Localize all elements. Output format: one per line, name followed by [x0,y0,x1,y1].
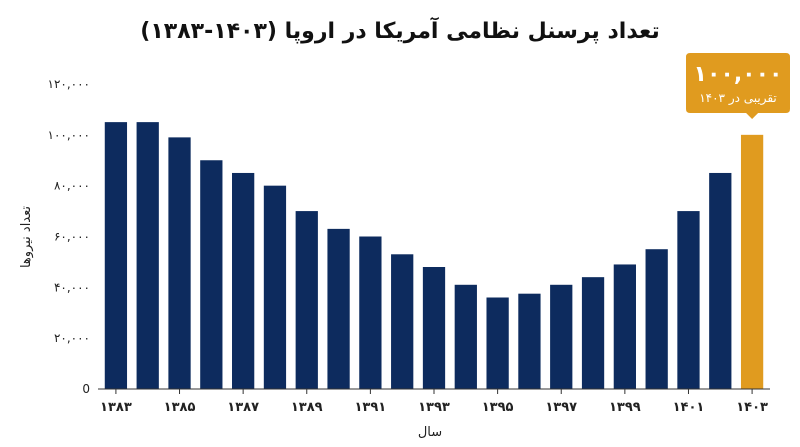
bar [422,267,446,389]
x-tick-label: ۱۳۹۷ [545,400,577,415]
bar [677,211,700,389]
bar [391,254,414,389]
bar [327,228,350,389]
callout-note: تقریبی در ۱۴۰۳ [699,91,777,106]
bar [295,211,318,389]
bar [136,122,159,389]
x-tick-label: ۱۳۹۳ [418,400,450,415]
bar [645,249,668,389]
chart-title: تعداد پرسنل نظامی آمریکا در اروپا (۱۴۰۳-… [140,16,659,44]
x-tick-label: ۱۳۹۵ [482,400,514,415]
x-tick-label: ۱۳۹۱ [355,400,387,415]
bar [709,172,732,389]
bar [263,185,287,389]
bar [104,122,128,389]
bar [550,284,573,389]
y-tick-label: ۱۰۰,۰۰۰ [48,128,91,142]
bar [486,297,509,389]
x-axis-ticks: ۱۳۸۳ ۱۳۸۵ ۱۳۸۷ ۱۳۸۹ ۱۳۹۱ ۱۳۹۳ ۱۳۹۵ ۱۳۹۷ ۱۳۹۹ ۱۴۰۱… [100,389,768,415]
bar [613,264,636,389]
y-tick-label: ۸۰,۰۰۰ [54,179,90,193]
callout-box [686,53,790,119]
bar [200,160,223,389]
bar [518,293,541,389]
y-tick-label: 0 [82,382,90,396]
bar [359,236,382,389]
bar-highlight [740,134,764,389]
bar [581,277,605,389]
bar [168,137,191,389]
y-tick-label: ۴۰,۰۰۰ [54,280,90,294]
highlight-callout: ۱۰۰,۰۰۰ تقریبی در ۱۴۰۳ [686,53,790,119]
x-tick-label: ۱۳۹۹ [609,400,641,415]
x-axis-label: سال [418,425,442,440]
x-tick-label: ۱۳۸۳ [100,400,132,415]
bar [454,284,477,389]
bar [232,172,255,389]
y-axis-label: تعداد نیروها [19,206,34,268]
x-tick-label: ۱۴۰۳ [736,400,768,415]
y-tick-label: ۶۰,۰۰۰ [54,230,90,244]
x-tick-label: ۱۴۰۱ [673,400,705,415]
y-tick-label: ۱۲۰,۰۰۰ [48,77,91,91]
y-tick-label: ۲۰,۰۰۰ [54,331,90,345]
y-axis-ticks: 0 ۲۰,۰۰۰ ۴۰,۰۰۰ ۶۰,۰۰۰ ۸۰,۰۰۰ ۱۰۰,۰۰۰ ۱۲۰,۰۰۰ [48,77,91,396]
bars [104,122,764,389]
x-tick-label: ۱۳۸۹ [291,400,323,415]
callout-value: ۱۰۰,۰۰۰ [694,62,783,87]
x-tick-label: ۱۳۸۵ [164,400,196,415]
x-tick-label: ۱۳۸۷ [227,400,259,415]
